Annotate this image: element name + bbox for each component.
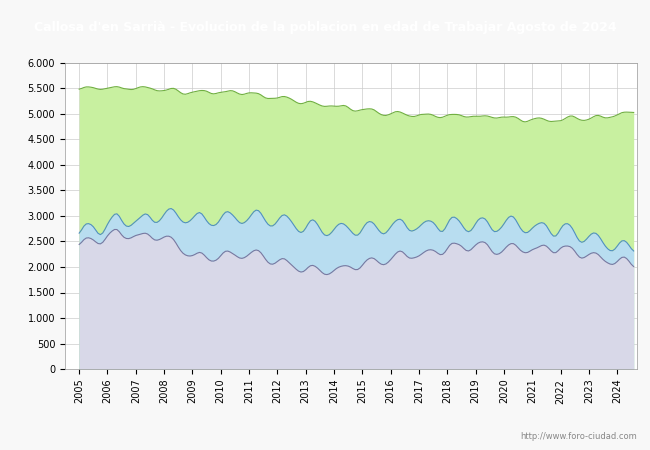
Text: Callosa d'en Sarrià - Evolucion de la poblacion en edad de Trabajar Agosto de 20: Callosa d'en Sarrià - Evolucion de la po… xyxy=(34,21,616,33)
Text: http://www.foro-ciudad.com: http://www.foro-ciudad.com xyxy=(520,432,637,441)
